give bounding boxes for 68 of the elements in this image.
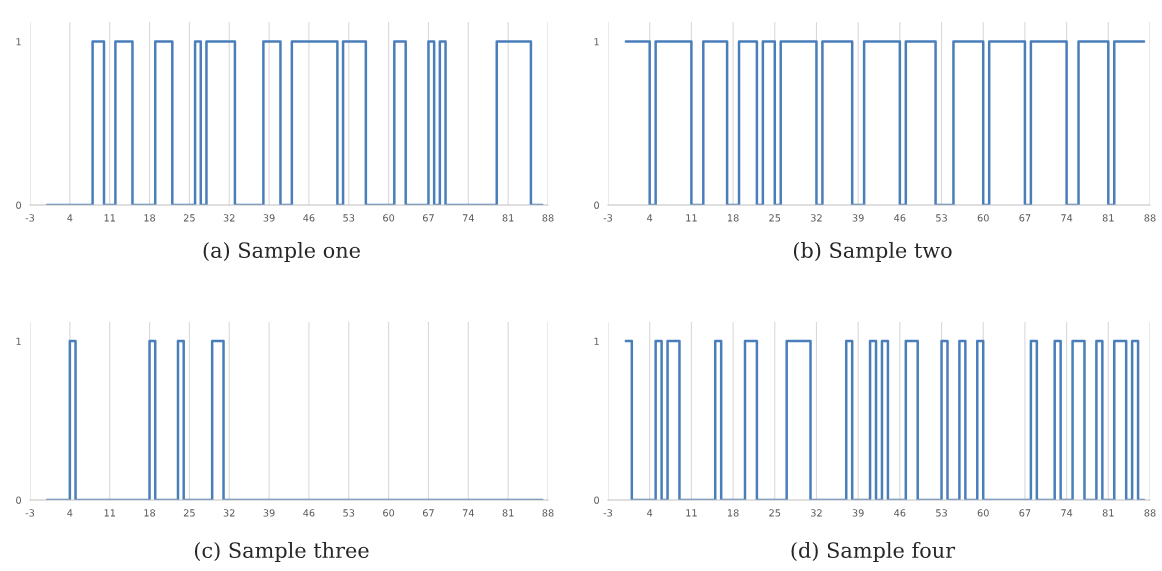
x-tick-label: 74 (462, 509, 474, 517)
x-tick-label: 88 (542, 214, 554, 222)
x-tick-label: 32 (811, 214, 822, 222)
x-tick-label: 25 (769, 509, 781, 517)
x-tick-label: 53 (343, 509, 355, 517)
x-tick-label: 11 (104, 509, 115, 517)
x-tick-label: 18 (727, 509, 739, 517)
x-tick-label: 11 (686, 214, 697, 222)
x-tick-label: 88 (1144, 509, 1156, 517)
x-tick-label: 46 (303, 509, 315, 517)
x-tick-label: 67 (1019, 214, 1031, 222)
x-tick-label: 39 (263, 509, 275, 517)
x-tick-label: 11 (104, 214, 115, 222)
x-tick-label: -3 (603, 214, 613, 222)
x-tick-label: 18 (144, 214, 156, 222)
y-tick-label: 1 (594, 337, 599, 345)
x-tick-label: 11 (686, 509, 697, 517)
x-tick-label: 25 (769, 214, 781, 222)
x-tick-label: 39 (263, 214, 275, 222)
x-tick-label: 53 (343, 214, 355, 222)
x-tick-label: 46 (894, 214, 906, 222)
x-tick-label: 81 (502, 509, 514, 517)
x-tick-label: 4 (647, 509, 653, 517)
x-tick-label: 81 (502, 214, 514, 222)
x-tick-label: 60 (383, 509, 395, 517)
x-tick-label: 74 (1061, 509, 1073, 517)
x-tick-label: 39 (852, 509, 864, 517)
x-tick-label: 53 (936, 214, 947, 222)
y-tick-label: 0 (594, 201, 600, 209)
x-tick-label: 60 (383, 214, 395, 222)
x-tick-label: 60 (977, 214, 989, 222)
y-tick-label: 0 (594, 496, 600, 504)
text: (b) Sample two (793, 241, 952, 263)
x-tick-label: 81 (1102, 509, 1114, 517)
x-tick-label: 25 (183, 509, 195, 517)
y-tick-label: 1 (16, 337, 21, 345)
x-tick-label: -3 (25, 509, 35, 517)
x-tick-label: 53 (936, 509, 947, 517)
x-tick-label: 4 (67, 214, 73, 222)
x-tick-label: 32 (223, 509, 235, 517)
x-tick-label: -3 (25, 214, 35, 222)
x-tick-label: 18 (144, 509, 156, 517)
x-tick-label: 88 (542, 509, 554, 517)
x-tick-label: 32 (811, 509, 822, 517)
text: (a) Sample one (203, 241, 360, 263)
text: (d) Sample four (791, 541, 956, 563)
x-tick-label: 46 (303, 214, 315, 222)
x-tick-label: 60 (977, 509, 989, 517)
x-tick-label: 25 (183, 214, 195, 222)
x-tick-label: 4 (67, 509, 73, 517)
y-tick-label: 0 (16, 496, 22, 504)
y-tick-label: 1 (16, 38, 21, 46)
y-tick-label: 0 (16, 201, 22, 209)
x-tick-label: -3 (603, 509, 613, 517)
x-tick-label: 74 (462, 214, 474, 222)
x-tick-label: 67 (422, 214, 434, 222)
x-tick-label: 67 (422, 509, 434, 517)
text: (c) Sample three (194, 541, 369, 563)
x-tick-label: 32 (223, 214, 235, 222)
x-tick-label: 74 (1061, 214, 1073, 222)
x-tick-label: 67 (1019, 509, 1031, 517)
x-tick-label: 88 (1144, 214, 1156, 222)
x-tick-label: 46 (894, 509, 906, 517)
x-tick-label: 39 (852, 214, 864, 222)
x-tick-label: 81 (1102, 214, 1114, 222)
x-tick-label: 4 (647, 214, 653, 222)
x-tick-label: 18 (727, 214, 739, 222)
y-tick-label: 1 (594, 38, 599, 46)
